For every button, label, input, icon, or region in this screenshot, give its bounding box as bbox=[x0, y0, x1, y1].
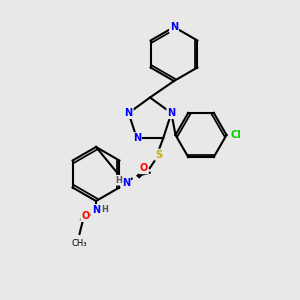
Text: N: N bbox=[167, 108, 175, 118]
Text: H: H bbox=[115, 176, 122, 185]
Text: S: S bbox=[155, 150, 162, 160]
Text: N: N bbox=[122, 178, 130, 188]
Text: N: N bbox=[170, 22, 178, 32]
Text: O: O bbox=[140, 163, 148, 173]
Text: N: N bbox=[124, 108, 133, 118]
Text: H: H bbox=[102, 206, 108, 214]
Text: Cl: Cl bbox=[230, 130, 241, 140]
Text: CH₃: CH₃ bbox=[72, 238, 87, 247]
Text: N: N bbox=[133, 133, 141, 143]
Text: O: O bbox=[81, 211, 90, 221]
Text: N: N bbox=[92, 205, 100, 215]
